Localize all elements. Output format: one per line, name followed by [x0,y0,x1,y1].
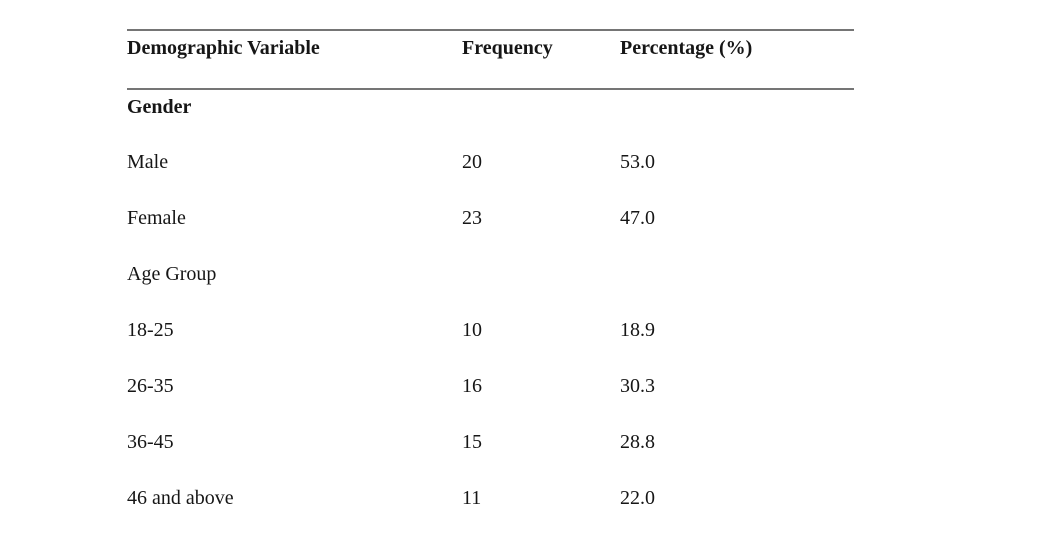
row-frequency: 11 [462,487,482,509]
row-percentage [620,89,854,145]
row-label: Gender [127,96,192,118]
row-label: 18-25 [127,319,174,341]
row-label: Female [127,207,186,229]
demographics-table: Demographic Variable Frequency Percentag… [127,29,854,537]
row-label: Age Group [127,263,217,285]
row-frequency: 23 [462,207,482,229]
table-row: 46 and above 11 22.0 [127,481,854,537]
row-percentage: 22.0 [620,487,655,509]
table-row: Gender [127,89,854,145]
row-frequency: 10 [462,319,482,341]
table-row: Age Group [127,257,854,313]
row-frequency: 15 [462,431,482,453]
row-label: 46 and above [127,487,234,509]
col-header-percentage: Percentage (%) [620,29,854,90]
row-percentage: 28.8 [620,431,655,453]
row-percentage: 53.0 [620,151,655,173]
row-label: 36-45 [127,431,174,453]
table-body: Gender Male 20 53.0 Female 23 47.0 Age G… [127,89,854,537]
col-header-demographic-variable: Demographic Variable [127,29,462,90]
table-row: 26-35 16 30.3 [127,369,854,425]
row-label: 26-35 [127,375,174,397]
row-frequency: 16 [462,375,482,397]
col-header-frequency: Frequency [462,29,620,90]
table-header-row: Demographic Variable Frequency Percentag… [127,29,854,90]
row-frequency [462,89,620,145]
row-frequency: 20 [462,151,482,173]
row-label: Male [127,151,169,173]
table-row: Female 23 47.0 [127,201,854,257]
row-percentage: 18.9 [620,319,655,341]
row-percentage: 30.3 [620,375,655,397]
table-row: 18-25 10 18.9 [127,313,854,369]
table-row: Male 20 53.0 [127,145,854,201]
row-percentage: 47.0 [620,207,655,229]
row-percentage [620,257,854,313]
table-row: 36-45 15 28.8 [127,425,854,481]
row-frequency [462,257,620,313]
